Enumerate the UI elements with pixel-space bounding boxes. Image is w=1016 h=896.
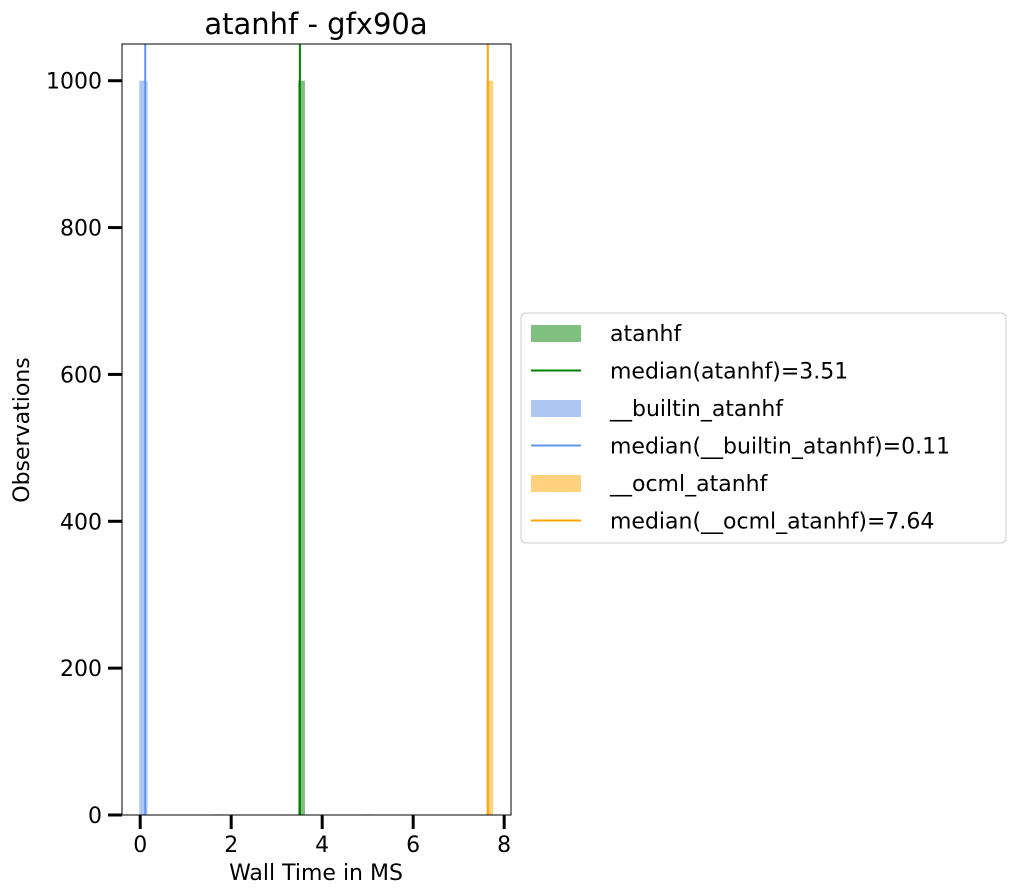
y-tick-label-3: 600 [60, 363, 102, 388]
legend-label-series-2: __ocml_atanhf [609, 472, 769, 497]
legend-label-median-0: median(atanhf)=3.51 [610, 360, 848, 385]
legend: atanhf median(atanhf)=3.51 __builtin_atanh… [520, 312, 1007, 544]
x-axis-label: Wall Time in MS [229, 861, 403, 886]
bar-0-0 [298, 80, 305, 815]
legend-swatch-series-2 [531, 475, 581, 492]
y-tick-label-1: 200 [60, 657, 102, 682]
legend-label-median-2: median(__ocml_atanhf)=7.64 [610, 510, 934, 535]
y-axis-label: Observations [10, 357, 35, 502]
y-tick-label-5: 1000 [46, 70, 102, 95]
plot-frame [121, 43, 512, 816]
plot-area [139, 44, 494, 816]
legend-label-median-1: median(__builtin_atanhf)=0.11 [610, 435, 950, 460]
y-tick-label-4: 800 [60, 217, 102, 242]
legend-label-series-1: __builtin_atanhf [609, 397, 784, 422]
x-tick-label-1: 2 [224, 833, 238, 858]
axes: 0 200 400 600 800 1000 0 2 4 6 8 [46, 43, 512, 858]
x-tick-label-0: 0 [133, 833, 147, 858]
x-tick-label-2: 4 [315, 833, 329, 858]
y-tick-label-2: 400 [60, 510, 102, 535]
legend-swatch-series-0 [531, 325, 581, 342]
bar-2-0 [486, 80, 494, 815]
y-tick-label-0: 0 [88, 804, 102, 829]
x-tick-label-3: 6 [406, 833, 420, 858]
legend-label-series-0: atanhf [610, 322, 682, 347]
bar-1-0 [139, 80, 148, 815]
legend-box [520, 312, 1007, 544]
legend-swatch-series-1 [531, 400, 581, 417]
x-tick-label-4: 8 [497, 833, 511, 858]
chart-title: atanhf - gfx90a [204, 7, 427, 41]
